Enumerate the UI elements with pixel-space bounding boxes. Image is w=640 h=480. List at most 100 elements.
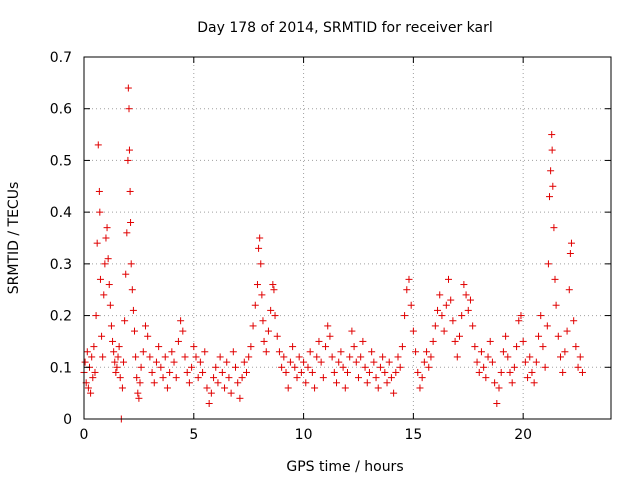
data-point: [95, 187, 103, 195]
data-point: [96, 275, 104, 283]
data-point: [473, 358, 481, 366]
data-point: [92, 312, 100, 320]
data-point: [128, 286, 136, 294]
data-point: [506, 368, 514, 376]
data-point: [447, 296, 455, 304]
y-tick-label: 0.7: [50, 50, 72, 66]
data-point: [427, 353, 435, 361]
data-point: [436, 291, 444, 299]
data-point: [376, 363, 384, 371]
x-tick-label: 20: [514, 427, 532, 443]
data-point: [563, 327, 571, 335]
data-point: [129, 306, 137, 314]
data-point: [416, 384, 424, 392]
data-point: [295, 353, 303, 361]
data-point: [548, 131, 556, 139]
x-tick-label: 15: [404, 427, 422, 443]
data-point: [445, 275, 453, 283]
data-point: [409, 327, 417, 335]
data-point: [462, 291, 470, 299]
data-point: [275, 348, 283, 356]
grid: [84, 57, 611, 419]
data-point: [493, 399, 501, 407]
data-point: [403, 286, 411, 294]
data-point: [89, 374, 97, 382]
data-point: [177, 317, 185, 325]
y-axis-label: SRMTID / TECUs: [6, 182, 22, 295]
data-point: [414, 368, 422, 376]
data-point: [335, 358, 343, 366]
data-point: [544, 260, 552, 268]
data-point: [229, 348, 237, 356]
data-point: [550, 224, 558, 232]
data-point: [449, 317, 457, 325]
data-point: [111, 358, 119, 366]
data-point: [412, 348, 420, 356]
data-point: [519, 337, 527, 345]
data-point: [491, 379, 499, 387]
data-point: [348, 327, 356, 335]
data-point: [83, 348, 91, 356]
data-point: [133, 374, 141, 382]
chart-title: Day 178 of 2014, SRMTID for receiver kar…: [197, 20, 493, 36]
data-point: [216, 353, 224, 361]
data-point: [196, 358, 204, 366]
data-point: [188, 363, 196, 371]
data-point: [152, 358, 160, 366]
data-point: [526, 353, 534, 361]
data-point: [124, 156, 132, 164]
data-point: [253, 281, 261, 289]
data-point: [372, 374, 380, 382]
data-point: [103, 224, 111, 232]
data-point: [123, 229, 131, 237]
data-point: [297, 368, 305, 376]
data-point: [311, 384, 319, 392]
data-point: [346, 353, 354, 361]
data-point: [352, 358, 360, 366]
data-point: [240, 358, 248, 366]
data-point: [546, 193, 554, 201]
data-point: [278, 363, 286, 371]
data-point: [91, 368, 99, 376]
data-point: [451, 337, 459, 345]
data-point: [381, 368, 389, 376]
data-point: [469, 322, 477, 330]
data-point: [127, 260, 135, 268]
data-point: [552, 301, 560, 309]
data-point: [517, 312, 525, 320]
data-point: [267, 306, 275, 314]
data-point: [326, 332, 334, 340]
data-point: [368, 348, 376, 356]
data-point: [280, 353, 288, 361]
data-point: [502, 332, 510, 340]
data-point: [260, 337, 268, 345]
data-point: [94, 141, 102, 149]
data-point: [317, 358, 325, 366]
data-point: [339, 363, 347, 371]
data-point: [357, 353, 365, 361]
data-point: [578, 368, 586, 376]
data-point: [258, 291, 266, 299]
data-point: [257, 260, 265, 268]
data-point: [543, 322, 551, 330]
data-point: [271, 312, 279, 320]
data-point: [361, 363, 369, 371]
data-point: [374, 384, 382, 392]
data-point: [161, 353, 169, 361]
data-point: [466, 296, 474, 304]
data-point: [114, 353, 122, 361]
data-point: [365, 368, 373, 376]
data-point: [394, 353, 402, 361]
data-point: [284, 384, 292, 392]
data-point: [234, 379, 242, 387]
data-point: [90, 343, 98, 351]
data-point: [247, 343, 255, 351]
data-point: [163, 384, 171, 392]
data-point: [401, 312, 409, 320]
data-point: [524, 374, 532, 382]
data-point: [541, 363, 549, 371]
data-point: [322, 343, 330, 351]
data-point: [155, 343, 163, 351]
data-point: [572, 343, 580, 351]
